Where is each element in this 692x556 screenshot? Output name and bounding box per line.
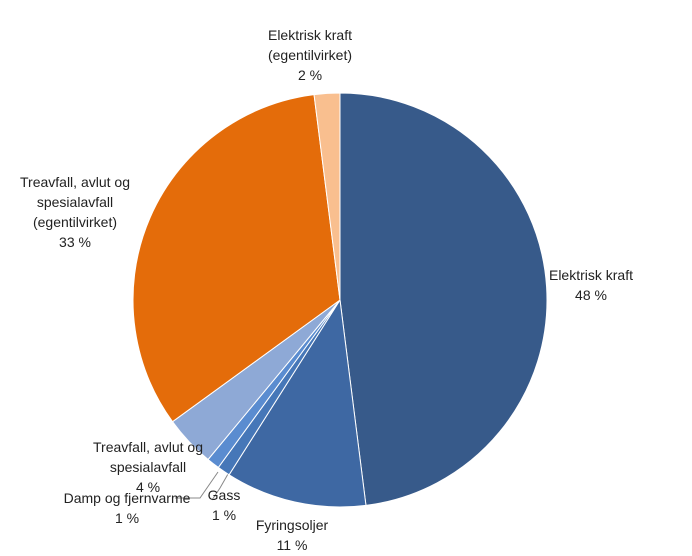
value-label: 48 % xyxy=(575,287,607,303)
pie-slice xyxy=(339,92,548,506)
value-label: 11 % xyxy=(276,537,308,553)
value-label: 1 % xyxy=(211,507,237,523)
leader-line xyxy=(211,473,229,501)
value-label: 4 % xyxy=(135,479,161,495)
pie-slice xyxy=(228,298,367,508)
value-label: 33 % xyxy=(59,234,91,250)
slice-label: Damp og fjernvarme 1 % xyxy=(47,488,207,528)
value-label: 2 % xyxy=(297,67,323,83)
slice-label: Treavfall, avlut og spesialavfall (egent… xyxy=(0,172,150,252)
value-label: 1 % xyxy=(114,510,140,526)
category-label: Fyringsoljer xyxy=(255,517,329,533)
slice-label: Elektrisk kraft 48 % xyxy=(536,265,646,305)
leader-line xyxy=(175,471,219,499)
category-label: Elektrisk kraft xyxy=(548,267,633,283)
slice-label: Elektrisk kraft (egentilvirket) 2 % xyxy=(240,25,380,85)
slice-label: Treavfall, avlut og spesialavfall 4 % xyxy=(73,437,223,497)
pie-slice xyxy=(132,94,341,423)
pie-slice xyxy=(313,92,341,301)
category-label: Gass xyxy=(207,487,241,503)
slice-label: Gass 1 % xyxy=(199,485,249,525)
category-label: Treavfall, avlut og spesialavfall xyxy=(93,439,203,475)
category-label: Treavfall, avlut og spesialavfall (egent… xyxy=(20,174,130,230)
slice-label: Fyringsoljer 11 % xyxy=(237,515,347,555)
category-label: Damp og fjernvarme xyxy=(63,490,191,506)
category-label: Elektrisk kraft (egentilvirket) xyxy=(267,27,353,63)
